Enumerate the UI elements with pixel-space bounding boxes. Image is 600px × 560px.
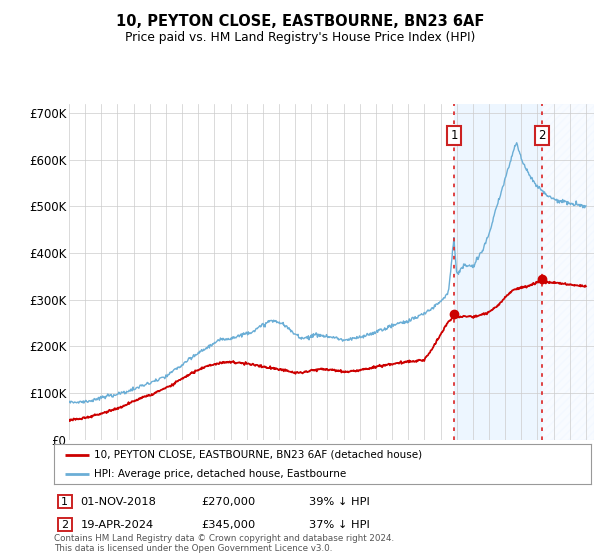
Text: Contains HM Land Registry data © Crown copyright and database right 2024.
This d: Contains HM Land Registry data © Crown c… xyxy=(54,534,394,553)
Text: £345,000: £345,000 xyxy=(201,520,255,530)
Text: Price paid vs. HM Land Registry's House Price Index (HPI): Price paid vs. HM Land Registry's House … xyxy=(125,31,475,44)
Bar xyxy=(454,104,542,440)
Bar xyxy=(542,104,594,440)
Text: 10, PEYTON CLOSE, EASTBOURNE, BN23 6AF: 10, PEYTON CLOSE, EASTBOURNE, BN23 6AF xyxy=(116,14,484,29)
Text: 10, PEYTON CLOSE, EASTBOURNE, BN23 6AF (detached house): 10, PEYTON CLOSE, EASTBOURNE, BN23 6AF (… xyxy=(94,450,422,460)
Text: £270,000: £270,000 xyxy=(201,497,255,507)
Text: 01-NOV-2018: 01-NOV-2018 xyxy=(80,497,156,507)
Text: 2: 2 xyxy=(538,129,546,142)
Text: 39% ↓ HPI: 39% ↓ HPI xyxy=(309,497,370,507)
Text: 1: 1 xyxy=(61,497,68,507)
Text: 19-APR-2024: 19-APR-2024 xyxy=(80,520,154,530)
Text: 2: 2 xyxy=(61,520,68,530)
Text: 1: 1 xyxy=(450,129,458,142)
Text: HPI: Average price, detached house, Eastbourne: HPI: Average price, detached house, East… xyxy=(94,469,347,478)
Text: 37% ↓ HPI: 37% ↓ HPI xyxy=(309,520,370,530)
